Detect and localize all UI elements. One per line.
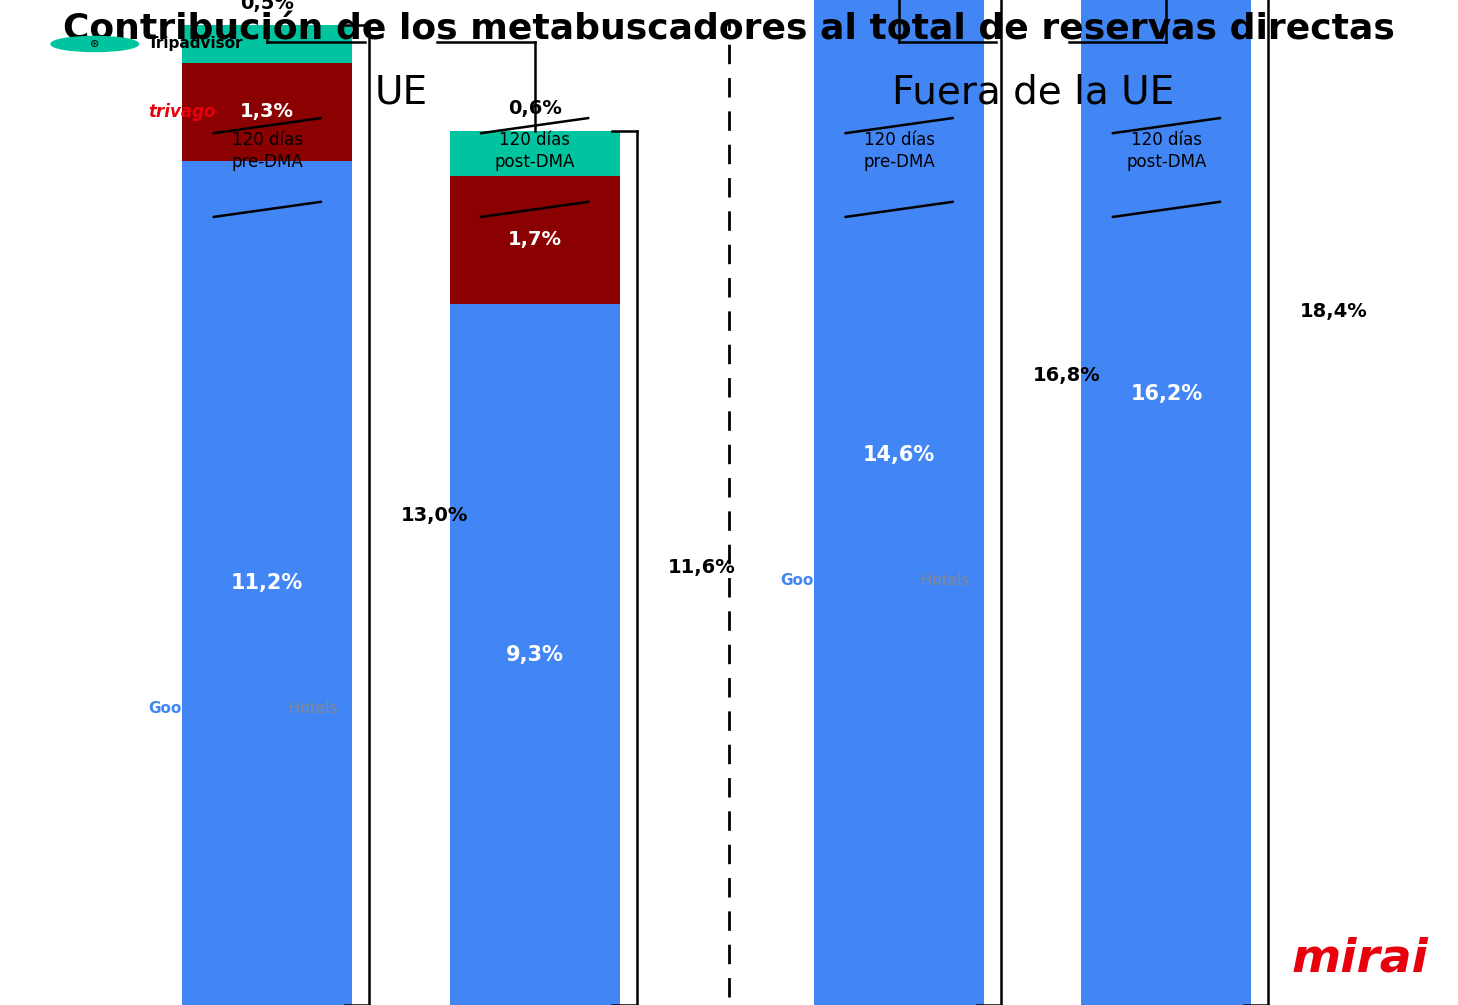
Text: 120 días
post-DMA: 120 días post-DMA [494,131,574,171]
Bar [182,25,353,63]
Text: 0,5%: 0,5% [241,0,295,13]
Bar [449,304,620,1005]
Text: 1,7%: 1,7% [507,230,561,249]
Text: 11,2%: 11,2% [232,573,303,593]
Text: 120 días
post-DMA: 120 días post-DMA [1126,131,1207,171]
Bar [814,0,984,1005]
Circle shape [51,36,139,51]
Text: 120 días
pre-DMA: 120 días pre-DMA [863,131,935,171]
Text: Hotels: Hotels [916,573,970,588]
Text: 0,6%: 0,6% [507,99,561,118]
Bar [182,63,353,161]
Bar [449,176,620,304]
Text: trivago: trivago [149,103,216,121]
Text: mirai: mirai [1292,937,1429,982]
Text: Google: Google [149,701,207,716]
Text: Hotels: Hotels [284,701,338,716]
Text: 18,4%: 18,4% [1301,303,1368,321]
Text: Contribución de los metabuscadores al total de reservas directas: Contribución de los metabuscadores al to… [63,13,1395,46]
Text: Fuera de la UE: Fuera de la UE [892,73,1174,112]
Text: 11,6%: 11,6% [668,559,736,577]
Text: Tripadvisor: Tripadvisor [149,36,243,51]
Bar [449,131,620,176]
Text: 13,0%: 13,0% [401,506,468,525]
Bar [1082,0,1251,1005]
Text: 1,3%: 1,3% [241,103,295,122]
Text: 9,3%: 9,3% [506,644,564,664]
Text: 120 días
pre-DMA: 120 días pre-DMA [232,131,303,171]
Text: 14,6%: 14,6% [863,445,935,464]
Text: 16,2%: 16,2% [1130,385,1203,404]
Text: Google: Google [780,573,840,588]
Text: ⊛: ⊛ [90,39,99,49]
Text: UE: UE [375,73,427,112]
Text: 16,8%: 16,8% [1032,366,1101,385]
Bar [182,161,353,1005]
